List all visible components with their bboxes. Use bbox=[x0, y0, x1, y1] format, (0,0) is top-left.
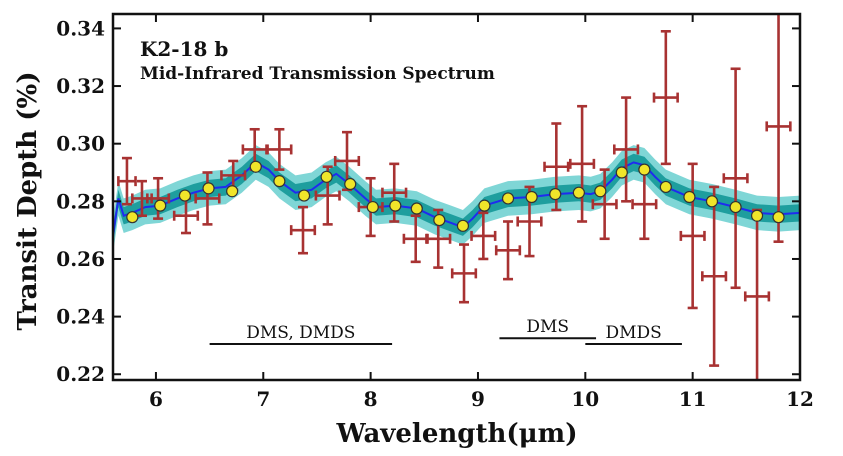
binned-point bbox=[683, 190, 696, 204]
x-tick-label: 6 bbox=[149, 387, 163, 411]
errorbar-point bbox=[494, 220, 522, 281]
x-tick-label: 12 bbox=[786, 387, 814, 411]
binned-point bbox=[549, 188, 562, 201]
binned-point bbox=[478, 199, 491, 212]
annotation-label: DMS, DMDS bbox=[246, 323, 355, 343]
binned-point bbox=[433, 213, 446, 227]
y-tick-label: 0.22 bbox=[56, 362, 105, 386]
binned-point bbox=[249, 160, 262, 173]
binned-point bbox=[154, 199, 167, 212]
x-tick-label: 11 bbox=[679, 387, 707, 411]
errorbar-point bbox=[612, 96, 640, 203]
y-tick-label: 0.34 bbox=[56, 16, 105, 40]
binned-point bbox=[572, 186, 585, 199]
errorbar-point bbox=[194, 171, 221, 226]
y-tick-label: 0.24 bbox=[56, 305, 105, 329]
binned-point bbox=[456, 219, 470, 232]
binned-point bbox=[594, 185, 607, 198]
model-confidence-band bbox=[113, 145, 800, 254]
y-tick-label: 0.32 bbox=[56, 74, 105, 98]
errorbar-point bbox=[701, 185, 728, 367]
errorbar-point bbox=[402, 214, 429, 264]
x-tick-label: 8 bbox=[364, 387, 378, 411]
errorbar-point bbox=[591, 168, 618, 241]
x-tick-label: 10 bbox=[571, 387, 599, 411]
errorbar-point bbox=[470, 211, 497, 261]
binned-point bbox=[750, 209, 764, 222]
errorbar-point bbox=[568, 104, 596, 223]
errorbar-point bbox=[220, 159, 247, 192]
inner-confidence-band bbox=[113, 153, 800, 245]
binned-point bbox=[344, 177, 357, 191]
annotation: DMS, DMDS bbox=[209, 323, 393, 345]
binned-point bbox=[226, 185, 239, 198]
plot-frame bbox=[111, 12, 802, 382]
binned-point bbox=[501, 192, 515, 205]
annotation-label: DMDS bbox=[605, 323, 661, 343]
binned-point bbox=[615, 166, 628, 179]
errorbar-point bbox=[266, 127, 293, 171]
chart-title: K2-18 b bbox=[140, 37, 228, 61]
x-tick-label: 9 bbox=[471, 387, 485, 411]
binned-point bbox=[320, 170, 333, 183]
errorbar-point bbox=[743, 208, 771, 380]
binned-point bbox=[273, 175, 286, 188]
binned-point bbox=[366, 200, 379, 214]
binned-point bbox=[525, 190, 538, 204]
x-axis-ticks: 6 7 8 9 10 11 12 bbox=[149, 14, 814, 411]
errorbar-point bbox=[117, 156, 137, 206]
binned-point bbox=[410, 202, 423, 215]
binned-point bbox=[389, 199, 402, 212]
annotation: DMS bbox=[499, 317, 597, 340]
binned-point bbox=[705, 195, 719, 208]
errorbar-point bbox=[679, 162, 706, 310]
binned-point bbox=[772, 211, 785, 224]
binned-point bbox=[729, 200, 742, 214]
errorbar-point bbox=[146, 176, 171, 220]
errorbar-point bbox=[722, 67, 749, 290]
y-axis-ticks: 0.22 0.24 0.26 0.28 0.30 0.32 0.34 bbox=[56, 16, 800, 386]
errorbar-point bbox=[450, 243, 478, 304]
binned-point bbox=[202, 182, 215, 195]
y-tick-label: 0.30 bbox=[56, 132, 105, 156]
annotation: DMDS bbox=[585, 323, 682, 345]
y-tick-label: 0.26 bbox=[56, 247, 105, 271]
errorbar-point bbox=[652, 29, 679, 166]
x-tick-label: 7 bbox=[256, 387, 270, 411]
binned-point bbox=[297, 189, 311, 202]
binned-point bbox=[659, 180, 672, 194]
binned-data-points bbox=[126, 160, 785, 232]
errorbar-point bbox=[381, 162, 408, 223]
y-axis-label: Transit Depth (%) bbox=[13, 71, 43, 330]
annotation-label: DMS bbox=[526, 317, 569, 337]
binned-point bbox=[126, 211, 139, 224]
chart-subtitle: Mid-Infrared Transmission Spectrum bbox=[140, 64, 495, 84]
binned-point bbox=[178, 189, 192, 202]
errorbar-point bbox=[289, 205, 317, 255]
molecule-annotations: DMS, DMDS DMS DMDS bbox=[209, 317, 682, 345]
x-axis-label: Wavelength(μm) bbox=[336, 419, 578, 449]
binned-point bbox=[638, 163, 651, 176]
errorbar-point bbox=[765, 14, 792, 243]
y-tick-label: 0.28 bbox=[56, 189, 105, 213]
